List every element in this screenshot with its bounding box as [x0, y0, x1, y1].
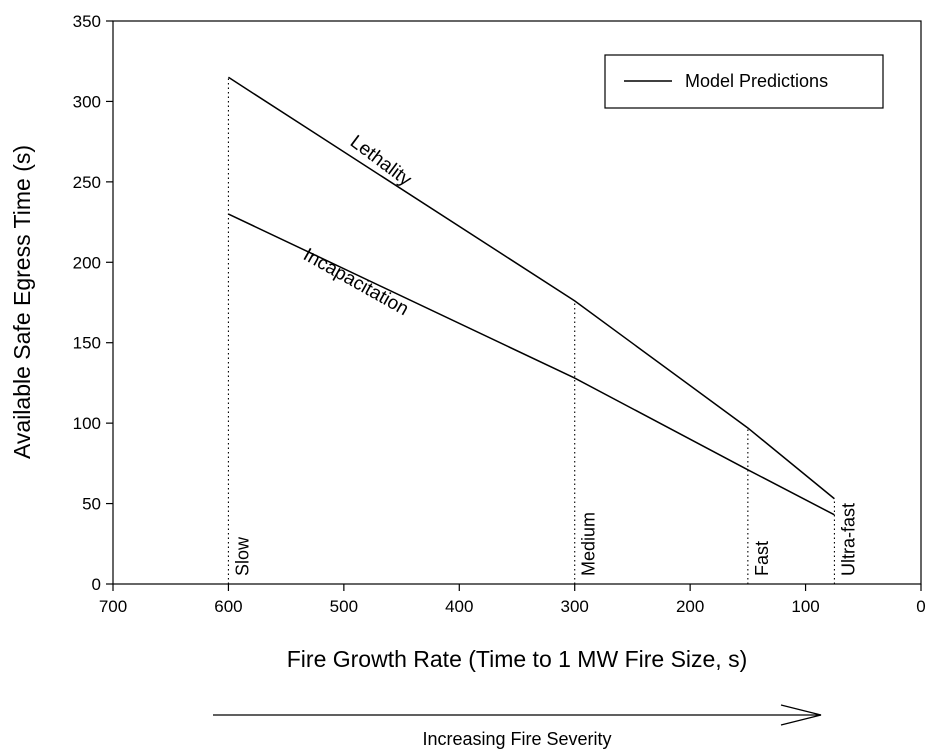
series-line-incapacitation	[228, 213, 835, 516]
y-tick-label-50: 50	[82, 495, 101, 514]
x-tick-label-600: 600	[214, 597, 242, 616]
y-tick-label-350: 350	[73, 12, 101, 31]
y-tick-label-0: 0	[92, 575, 101, 594]
series-line-lethality	[228, 76, 835, 500]
legend-entry-model-predictions: Model Predictions	[685, 71, 828, 91]
plot-frame	[112, 20, 922, 585]
rate-label-slow: Slow	[232, 536, 252, 576]
x-tick-label-100: 100	[791, 597, 819, 616]
x-tick-label-400: 400	[445, 597, 473, 616]
legend: Model Predictions	[604, 54, 884, 109]
x-axis-title: Fire Growth Rate (Time to 1 MW Fire Size…	[287, 646, 748, 672]
rate-label-medium: Medium	[579, 512, 599, 576]
curve-label-incapacitation: Incapacitation	[300, 244, 412, 320]
y-tick-label-300: 300	[73, 92, 101, 111]
y-tick-label-200: 200	[73, 253, 101, 272]
x-tick-label-0: 0	[916, 597, 925, 616]
severity-arrow	[213, 704, 822, 726]
x-tick-label-700: 700	[99, 597, 127, 616]
rate-label-ultra-fast: Ultra-fast	[838, 503, 858, 576]
rate-label-fast: Fast	[752, 541, 772, 576]
severity-arrow-head	[780, 704, 822, 726]
y-axis-title: Available Safe Egress Time (s)	[9, 145, 35, 459]
x-tick-label-300: 300	[561, 597, 589, 616]
curve-label-lethality: Lethality	[346, 131, 416, 191]
y-tick-label-150: 150	[73, 334, 101, 353]
severity-caption: Increasing Fire Severity	[422, 729, 611, 749]
x-tick-label-500: 500	[330, 597, 358, 616]
y-tick-label-250: 250	[73, 173, 101, 192]
y-tick-label-100: 100	[73, 414, 101, 433]
x-tick-label-200: 200	[676, 597, 704, 616]
